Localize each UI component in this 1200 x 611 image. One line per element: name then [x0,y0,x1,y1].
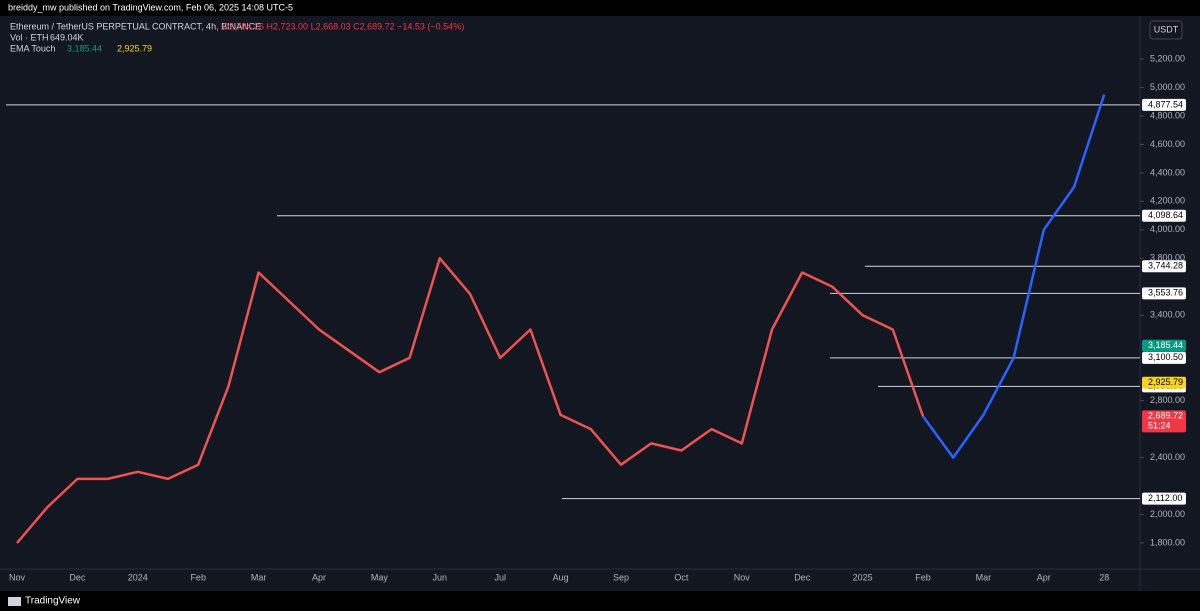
x-tick-label: Mar [976,572,992,582]
x-tick-label: Nov [734,572,751,582]
level-label: 3,100.50 [1148,352,1183,362]
x-tick-label: May [371,572,389,582]
ohlc: O2,704.26 H2,723.00 L2,668.03 C2,689.72 … [222,21,464,31]
x-tick-label: Jun [433,572,448,582]
x-tick-label: Oct [674,572,689,582]
level-tag [1142,98,1186,111]
x-tick-label: Dec [69,572,86,582]
x-tick-label: Apr [1037,572,1051,582]
level-tag [1142,351,1186,364]
footer-bar [0,591,1200,611]
ema-name: EMA Touch [10,43,55,53]
ema-slow: 2,925.79 [117,43,152,53]
series-line [16,257,925,544]
x-tick-label: Mar [251,572,267,582]
x-tick-label: Jul [494,572,506,582]
price-label: 3,185.44 [1148,340,1183,350]
x-tick-label: Apr [312,572,326,582]
price-label: 2,925.79 [1148,377,1183,387]
y-tick-label: 4,600.00 [1150,139,1185,149]
level-tag [1142,260,1186,273]
level-label: 3,553.76 [1148,288,1183,298]
y-tick-label: 2,000.00 [1150,509,1185,519]
byline: breiddy_mw published on TradingView.com,… [8,2,293,12]
y-tick-label: 4,800.00 [1150,110,1185,120]
x-tick-label: Aug [553,572,569,582]
ema-fast: 3,185.44 [67,43,102,53]
y-tick-label: 2,400.00 [1150,452,1185,462]
series-line [921,94,1106,459]
level-label: 4,098.64 [1148,210,1183,220]
level-label: 3,744.28 [1148,261,1183,271]
volume-name: Vol · ETH [10,32,49,42]
level-label: 4,877.54 [1148,99,1183,109]
level-tag [1142,492,1186,505]
volume-value: 649.04K [50,32,84,42]
y-tick-label: 1,800.00 [1150,537,1185,547]
x-tick-label: Dec [794,572,811,582]
logo [8,597,21,606]
byline-bar [0,0,1200,16]
y-tick-label: 4,000.00 [1150,224,1185,234]
y-tick-label: 4,200.00 [1150,196,1185,206]
y-tick-label: 4,400.00 [1150,167,1185,177]
y-tick-label: 3,800.00 [1150,253,1185,263]
x-tick-label: 2025 [853,572,873,582]
currency-box[interactable] [1149,20,1183,40]
level-tag [1142,287,1186,300]
symbol: Ethereum / TetherUS PERPETUAL CONTRACT, … [10,21,261,31]
y-tick-label: 3,400.00 [1150,310,1185,320]
brand: TradingView [25,596,81,607]
y-tick-label: 5,200.00 [1150,53,1185,63]
x-tick-label: Feb [915,572,931,582]
price-tag [1142,410,1186,433]
y-tick-label: 5,000.00 [1150,82,1185,92]
x-tick-label: Feb [190,572,206,582]
price-label: 2,689.72 [1148,411,1183,421]
level-label: 2,112.00 [1148,493,1182,503]
x-tick-label: 2024 [128,572,148,582]
x-tick-label: Sep [613,572,629,582]
level-tag [1142,209,1186,222]
price-tag [1142,376,1186,389]
price-tag [1142,339,1186,352]
countdown: 51:24 [1148,421,1171,431]
x-tick-label: Nov [9,572,26,582]
x-tick-label: 28 [1099,572,1109,582]
y-tick-label: 2,800.00 [1150,395,1185,405]
currency[interactable]: USDT [1154,24,1179,34]
